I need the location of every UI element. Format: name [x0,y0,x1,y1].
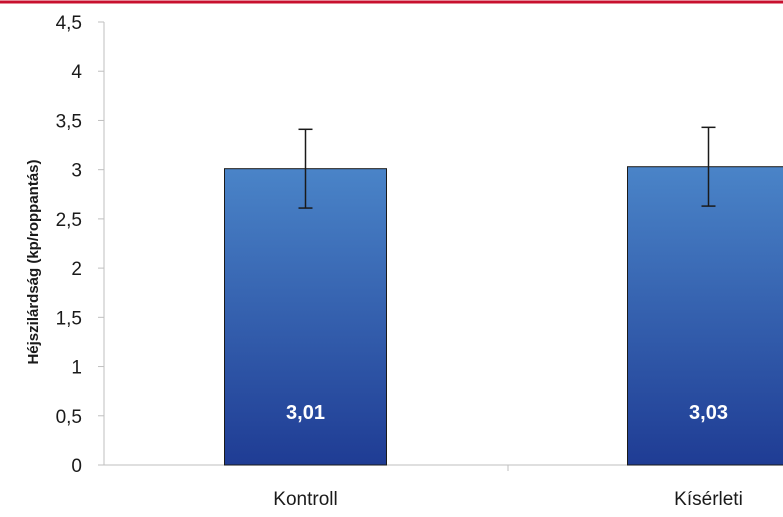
category-label-1: Kontroll [273,489,337,510]
bar-1 [224,168,387,466]
y-tick-label: 1,5 [56,308,82,329]
y-tick-label: 0 [71,456,82,477]
data-label-1: 3,01 [286,402,325,424]
error-bar-2 [701,126,716,207]
bars-group [224,166,783,466]
y-axis-ticks: 0 0,5 1 1,5 2 2,5 3 3,5 4 4,5 [56,13,104,477]
error-bar-1 [298,128,313,209]
y-axis-title: Héjszilárdság (kp/roppantás) [25,159,42,364]
y-tick-label: 0,5 [56,407,82,428]
y-tick-label: 3,5 [56,111,82,132]
category-label-2: Kísérleti [674,489,743,510]
y-tick-label: 2,5 [56,210,82,231]
error-bars-group [298,126,716,209]
y-tick-label: 4,5 [56,13,82,34]
y-tick-label: 2 [71,259,82,280]
y-tick-label: 4 [71,62,82,83]
x-axis-category-labels: Kontroll Kísérleti [273,489,743,510]
y-tick-label: 3 [71,161,82,182]
data-labels-group: 3,01 3,03 [286,402,728,424]
y-tick-label: 1 [71,358,82,379]
data-label-2: 3,03 [689,402,728,424]
